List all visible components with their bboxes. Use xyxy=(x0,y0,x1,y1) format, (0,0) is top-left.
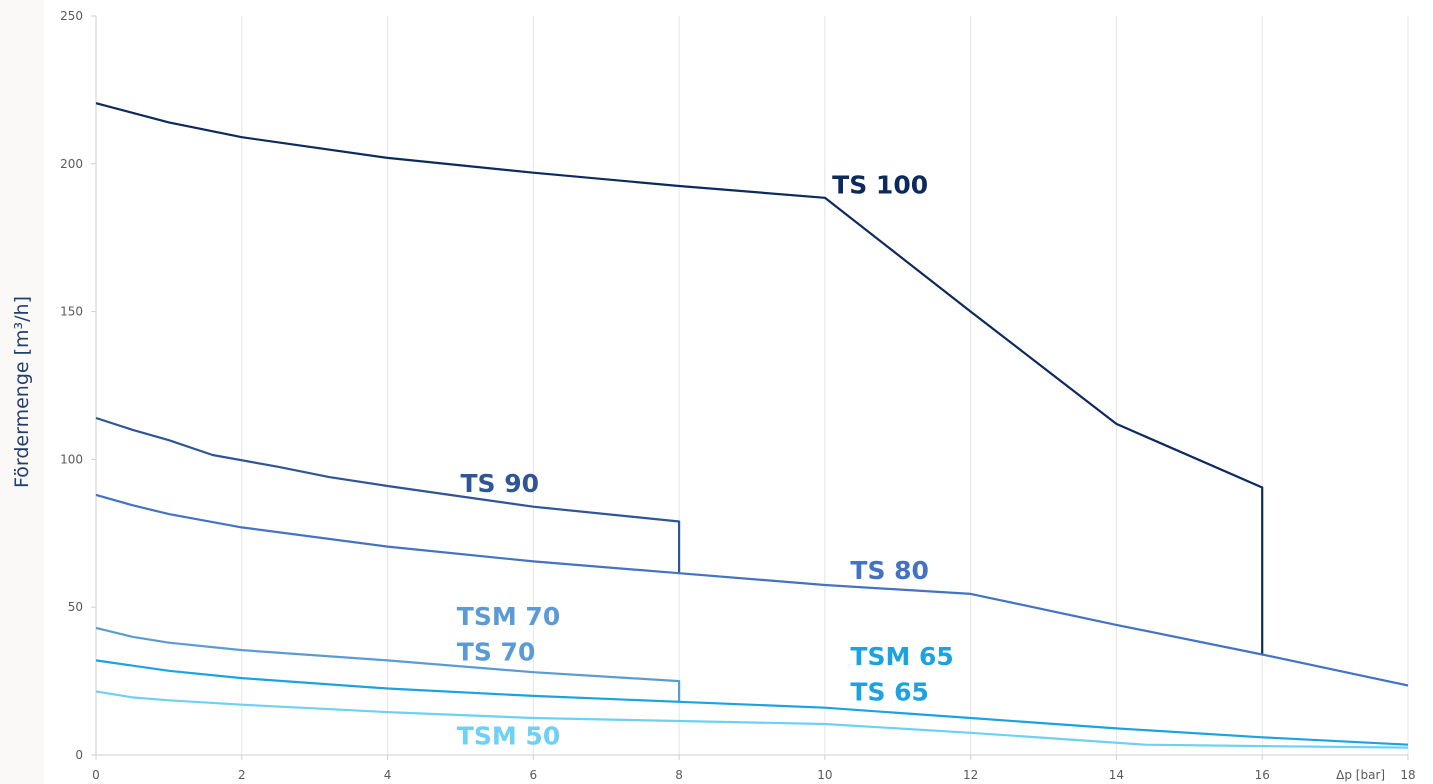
x-tick-label: 6 xyxy=(530,768,538,782)
series-label: TSM 50 xyxy=(457,722,560,751)
gridlines xyxy=(95,16,1409,755)
series-line xyxy=(95,659,1409,746)
series-label: TS 90 xyxy=(460,469,539,498)
series-label: TS 70 xyxy=(457,637,536,666)
x-tick-label: 4 xyxy=(384,768,392,782)
series-labels: TS 100 TS 90 TS 80 TSM 70 TS 70 TSM 65 TS 65 TS… xyxy=(457,170,954,750)
axes: 0 50 100 150 200 250 0 2 4 6 8 10 12 14 16 18 Δp [bar] xyxy=(60,9,1416,782)
series-line xyxy=(95,416,681,574)
x-tick-label: 18 xyxy=(1400,768,1415,782)
y-tick-label: 150 xyxy=(60,305,83,319)
y-tick-label: 250 xyxy=(60,9,83,23)
y-tick-label: 100 xyxy=(60,452,83,466)
x-tick-label: 0 xyxy=(92,768,100,782)
series-line xyxy=(95,690,1409,749)
x-tick-label: 14 xyxy=(1109,768,1124,782)
series-line xyxy=(95,626,681,702)
y-tick-label: 50 xyxy=(68,600,83,614)
y-axis-title-panel: Fördermenge [m³/h] xyxy=(0,0,44,784)
series-label: TS 100 xyxy=(832,170,928,199)
x-tick-label: 16 xyxy=(1255,768,1270,782)
y-tick-label: 0 xyxy=(75,748,83,762)
y-tick-label: 200 xyxy=(60,157,83,171)
series-label: TSM 70 xyxy=(457,602,560,631)
series-lines xyxy=(95,102,1409,749)
x-tick-label: 8 xyxy=(675,768,683,782)
series-line xyxy=(95,493,1409,687)
x-tick-label: 2 xyxy=(238,768,246,782)
series-line xyxy=(95,102,1264,655)
x-axis-title: Δp [bar] xyxy=(1336,768,1385,782)
series-label: TSM 65 xyxy=(850,642,953,671)
series-label: TS 65 xyxy=(850,677,929,706)
series-label: TS 80 xyxy=(850,556,929,585)
x-tick-label: 10 xyxy=(817,768,832,782)
x-tick-label: 12 xyxy=(963,768,978,782)
